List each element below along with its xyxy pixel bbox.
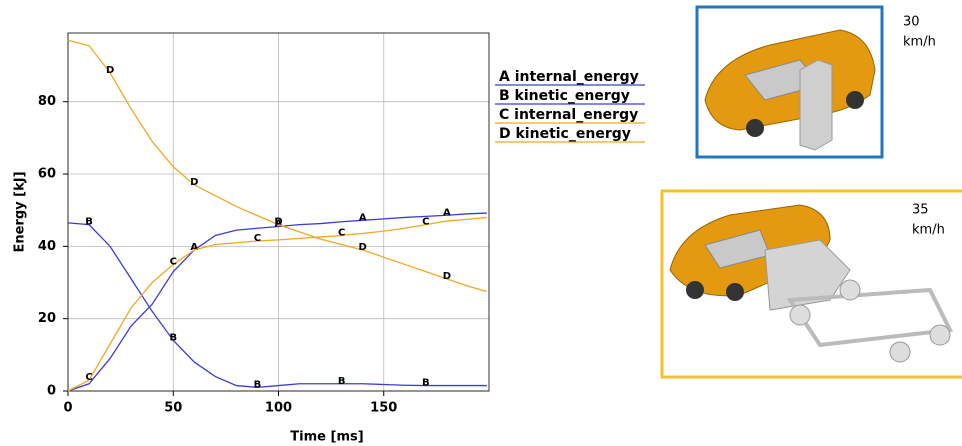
line-marker-label: A [443,207,451,218]
legend-label: A internal_energy [499,69,639,85]
line-marker-label: B [422,378,430,389]
y-tick-label: 20 [38,311,56,326]
line-marker-label: B [169,332,177,343]
page: Time [ms] Energy [kJ] 30 km/h 35 km/h 0 2… [0,0,962,446]
panel-30: 30 km/h [697,7,936,157]
line-marker-label: D [106,65,114,76]
speed-unit: km/h [912,223,945,238]
line-marker-label: B [338,376,346,387]
car-image [670,205,950,362]
line-marker-label: A [359,212,367,223]
legend-label: B kinetic_energy [499,88,630,104]
x-tick-label: 150 [370,401,397,416]
line-marker-label: D [359,242,367,253]
series-line [68,223,487,388]
line-marker-label: C [170,256,177,267]
speed-unit: km/h [903,35,936,50]
x-tick-label: 0 [63,401,72,416]
speed: 30 [903,15,920,30]
line-marker-label: C [254,233,261,244]
x-tick-label: 100 [265,401,292,416]
line-marker-label: D [443,271,451,282]
series-line [68,217,487,391]
y-axis-label: Energy [kJ] [13,171,28,252]
line-marker-label: C [85,372,92,383]
series-line [68,40,487,291]
x-axis-label: Time [ms] [290,430,363,445]
y-tick-label: 80 [38,94,56,109]
legend-label: D kinetic_energy [499,126,631,142]
panel-35: 35 km/h [662,191,962,377]
line-marker-label: D [190,177,198,188]
line-marker-label: C [422,217,429,228]
speed: 35 [912,203,929,218]
y-tick-label: 0 [47,384,56,399]
line-marker-label: C [338,228,345,239]
y-tick-label: 40 [38,239,56,254]
x-tick-label: 50 [164,401,182,416]
line-marker-label: B [254,379,262,390]
line-marker-label: B [85,217,93,228]
y-tick-label: 60 [38,167,56,182]
legend-label: C internal_energy [499,107,638,123]
line-marker-label: D [274,217,282,228]
car-image [705,30,875,150]
